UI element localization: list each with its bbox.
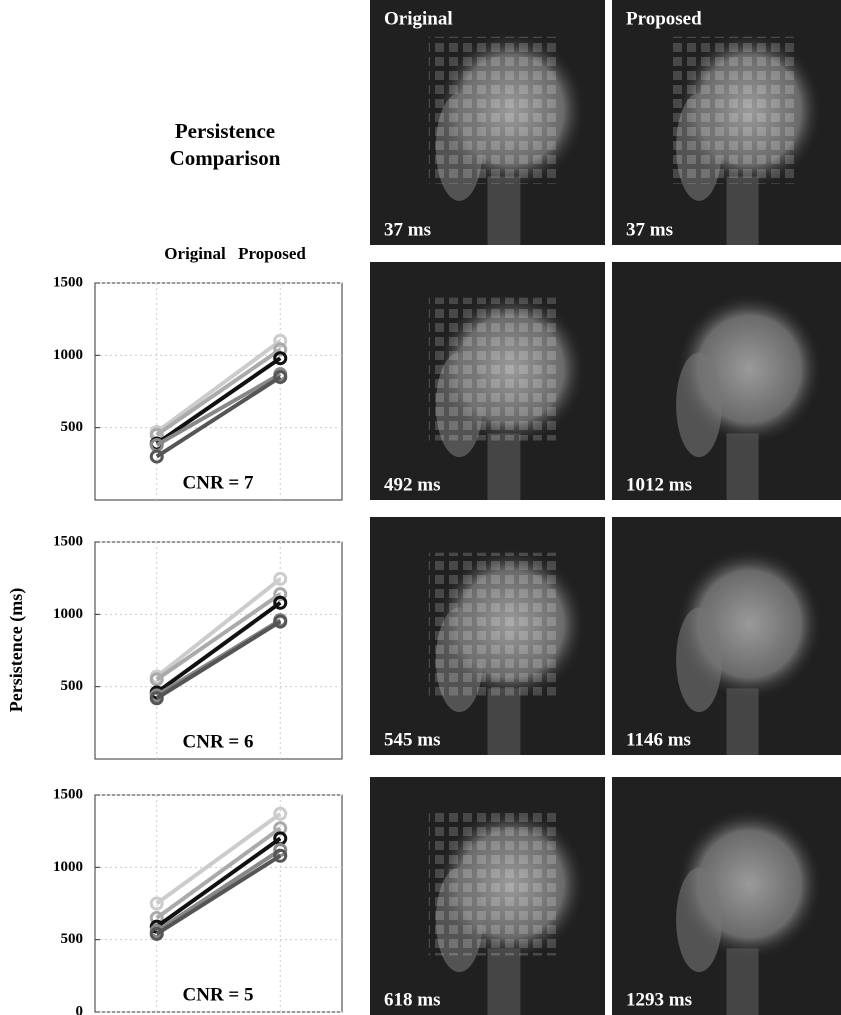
y-tick-label: 0 <box>76 1003 84 1015</box>
marker <box>273 571 288 586</box>
figure-title: Persistence Comparison <box>169 119 281 170</box>
series-line <box>155 812 282 906</box>
y-tick-label: 1500 <box>53 533 83 549</box>
marker <box>149 672 164 687</box>
marker <box>273 614 288 629</box>
chart-annotation: CNR = 6 <box>183 731 254 752</box>
marker <box>273 587 288 602</box>
series-line <box>155 347 282 437</box>
y-tick-label: 1000 <box>53 859 83 875</box>
x-category-label: Original <box>164 244 226 263</box>
y-tick-label: 500 <box>61 419 84 435</box>
artifact-grid <box>428 297 558 441</box>
marker <box>273 848 288 863</box>
chart-annotation: CNR = 5 <box>183 984 254 1005</box>
marker <box>273 351 288 366</box>
neck <box>726 176 759 245</box>
face-profile <box>676 867 722 973</box>
y-tick-label: 1000 <box>53 347 83 363</box>
image-time-label: 618 ms <box>384 989 440 1010</box>
marker <box>149 691 164 706</box>
series-line <box>155 356 282 446</box>
plot-area <box>94 794 343 1013</box>
image-column-header: Original <box>384 8 453 29</box>
marker <box>273 370 288 385</box>
marker <box>273 842 288 857</box>
neck <box>726 948 759 1015</box>
series-line <box>155 854 282 936</box>
y-tick-label: 500 <box>61 678 84 694</box>
neck <box>487 433 521 500</box>
image-column-header: Proposed <box>626 8 702 29</box>
series-line <box>155 826 282 920</box>
neck <box>726 433 759 500</box>
chart-annotation: CNR = 7 <box>183 472 254 493</box>
series-line <box>155 339 282 434</box>
series-line <box>155 577 282 679</box>
neck <box>487 688 521 755</box>
series-line <box>155 592 282 682</box>
marker <box>149 449 164 464</box>
image-time-label: 1293 ms <box>626 989 692 1010</box>
face-profile <box>676 607 722 713</box>
y-tick-label: 500 <box>61 931 84 947</box>
face-profile <box>676 352 722 458</box>
series-line <box>155 601 282 695</box>
artifact-grid <box>428 36 558 184</box>
neck <box>487 176 521 245</box>
y-axis-label: Persistence (ms) <box>6 588 27 712</box>
neck <box>726 688 759 755</box>
artifact-grid <box>669 36 796 184</box>
marker <box>149 926 164 941</box>
y-tick-label: 1500 <box>53 274 83 290</box>
y-tick-label: 1000 <box>53 606 83 622</box>
marker <box>273 806 288 821</box>
neck <box>487 948 521 1015</box>
series-line <box>155 848 282 933</box>
image-time-label: 492 ms <box>384 474 440 495</box>
x-category-label: Proposed <box>238 244 306 263</box>
image-time-label: 37 ms <box>384 219 431 240</box>
marker <box>149 910 164 925</box>
plot-area <box>94 541 343 760</box>
image-time-label: 1146 ms <box>626 729 691 750</box>
image-time-label: 1012 ms <box>626 474 692 495</box>
artifact-grid <box>428 552 558 696</box>
marker <box>273 595 288 610</box>
series-line <box>155 372 282 447</box>
artifact-grid <box>428 812 558 956</box>
image-time-label: 545 ms <box>384 729 440 750</box>
series-line <box>155 619 282 700</box>
marker <box>273 342 288 357</box>
image-time-label: 37 ms <box>626 219 673 240</box>
series-line <box>155 375 282 459</box>
y-tick-label: 1500 <box>53 786 83 802</box>
marker <box>273 333 288 348</box>
series-line <box>155 836 282 929</box>
marker <box>149 896 164 911</box>
